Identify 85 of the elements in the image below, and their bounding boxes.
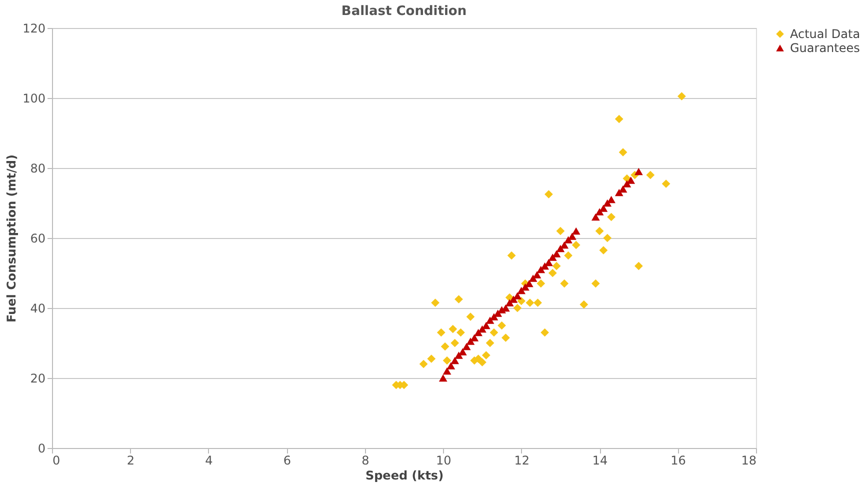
point — [517, 296, 526, 306]
x-tick-label: 10 — [436, 454, 452, 468]
point — [526, 298, 534, 307]
point — [607, 196, 616, 204]
point — [614, 188, 624, 196]
legend-label: Guarantees — [790, 41, 860, 55]
point — [507, 251, 516, 260]
chart-title: Ballast Condition — [341, 4, 467, 19]
point — [436, 328, 446, 337]
x-axis-title: Speed (kts) — [365, 468, 444, 482]
point — [442, 356, 452, 365]
point — [599, 246, 608, 254]
point — [552, 262, 561, 270]
point — [448, 324, 458, 334]
point — [498, 321, 506, 330]
point — [517, 286, 526, 294]
point — [662, 180, 670, 188]
point — [440, 342, 450, 351]
point — [419, 360, 428, 368]
y-tick-label: 80 — [30, 162, 46, 176]
point — [456, 328, 465, 337]
point — [431, 298, 440, 307]
x-tick-label: 18 — [741, 454, 756, 468]
point — [446, 362, 456, 370]
point — [466, 312, 475, 321]
point — [591, 279, 600, 288]
x-tick-label: 2 — [126, 454, 135, 468]
point — [614, 114, 624, 124]
point — [482, 351, 490, 360]
point — [591, 213, 600, 221]
point — [572, 240, 580, 250]
point — [450, 338, 460, 348]
point — [466, 338, 475, 345]
point — [678, 92, 686, 100]
point — [626, 176, 636, 184]
x-tick-label: 12 — [514, 454, 530, 468]
point — [634, 262, 643, 270]
point — [560, 279, 569, 288]
point — [564, 251, 572, 260]
point — [634, 168, 643, 176]
point — [502, 334, 510, 342]
point — [572, 227, 580, 235]
point — [560, 241, 569, 249]
point — [544, 258, 553, 266]
point — [442, 367, 452, 375]
x-tick-label: 6 — [283, 454, 291, 468]
point — [556, 226, 565, 236]
point — [454, 352, 463, 359]
point — [536, 279, 546, 288]
y-tick-label: 100 — [22, 92, 46, 106]
y-tick-label: 60 — [30, 232, 46, 246]
y-tick-label: 20 — [30, 372, 46, 386]
point — [564, 236, 572, 244]
point — [540, 328, 549, 337]
point — [618, 148, 628, 156]
point — [470, 334, 479, 342]
x-tick-label: 4 — [205, 454, 213, 468]
point — [513, 304, 522, 312]
point — [595, 226, 604, 236]
point — [622, 180, 632, 188]
point — [646, 170, 655, 180]
x-tick-label: 14 — [592, 454, 608, 468]
point — [490, 328, 498, 337]
point — [494, 310, 502, 317]
point — [544, 190, 553, 198]
point — [478, 358, 486, 366]
point — [462, 342, 471, 350]
point — [486, 338, 494, 348]
y-tick-label: 0 — [38, 442, 46, 456]
x-tick-label: 16 — [670, 454, 686, 468]
point — [427, 354, 436, 363]
y-tick-label: 40 — [30, 302, 46, 316]
x-tick-label: 0 — [52, 454, 60, 468]
point — [454, 295, 463, 304]
x-tick-label: 8 — [362, 454, 370, 468]
point — [450, 356, 460, 364]
y-tick-label: 120 — [22, 22, 46, 36]
point — [603, 234, 612, 242]
legend-label: Actual Data — [790, 27, 860, 41]
point — [548, 268, 557, 278]
point — [534, 298, 542, 307]
y-axis-title: Fuel Consumption (mt/d) — [4, 154, 19, 322]
point — [580, 300, 588, 309]
point — [438, 374, 448, 382]
point — [607, 212, 616, 222]
